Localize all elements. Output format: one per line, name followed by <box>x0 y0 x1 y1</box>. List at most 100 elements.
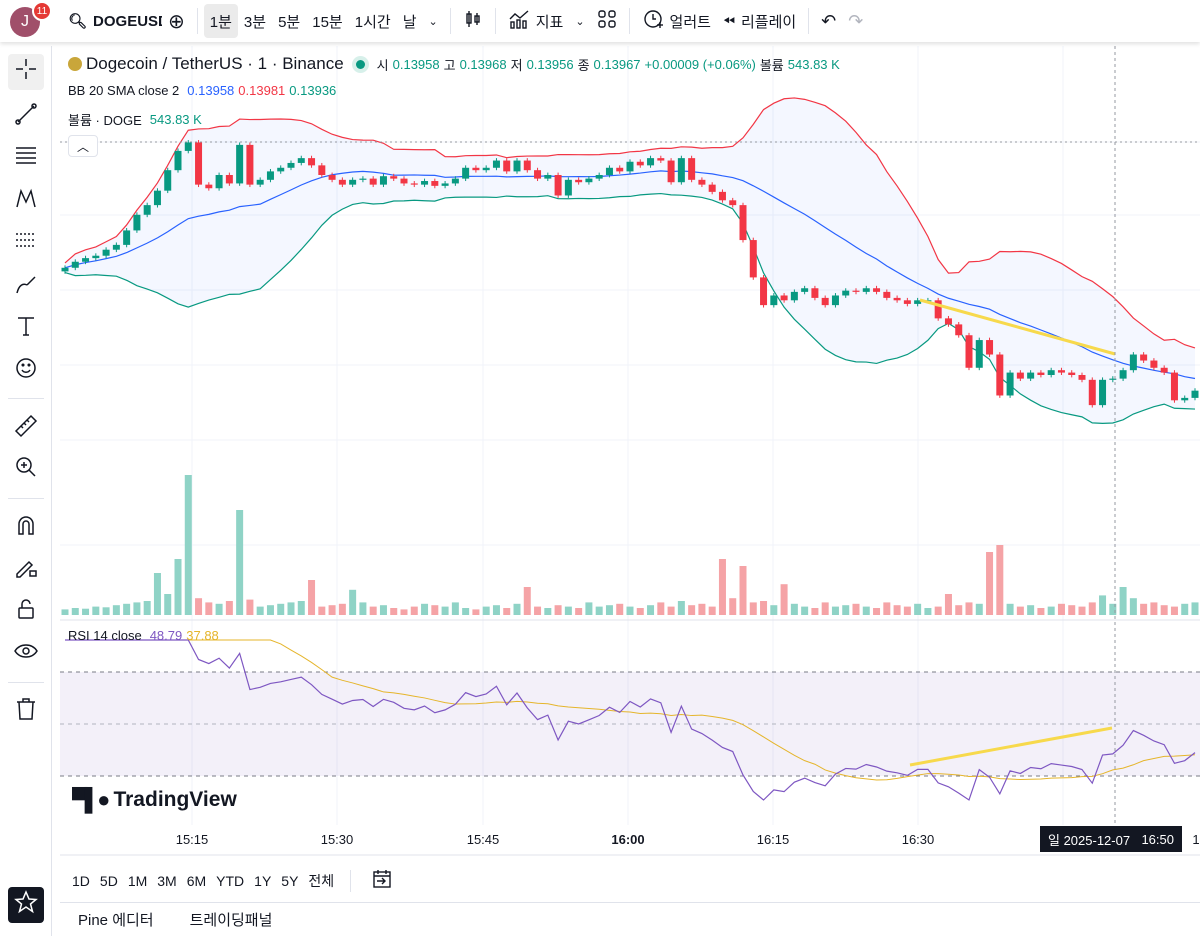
zoom-tool[interactable] <box>8 452 44 488</box>
collapse-legend-button[interactable]: ︿ <box>68 135 98 157</box>
magnet-tool[interactable] <box>8 510 44 546</box>
range-1d[interactable]: 1D <box>72 872 90 889</box>
pattern-icon <box>13 186 39 218</box>
horizontal-lines-icon <box>13 142 39 174</box>
fib-tool[interactable] <box>8 140 44 176</box>
volume-bar <box>349 589 357 615</box>
interval-dropdown[interactable]: ⌄ <box>423 4 444 38</box>
hide-drawings-tool[interactable] <box>8 636 44 672</box>
candle-body <box>1129 354 1137 371</box>
redo-button[interactable]: ↷ <box>842 4 869 38</box>
notification-badge: 11 <box>32 1 52 21</box>
candle-body <box>492 160 500 168</box>
symbol-title[interactable]: Dogecoin / TetherUS · 1 · Binance <box>86 54 344 73</box>
interval-15m[interactable]: 15분 <box>312 13 343 31</box>
volume-bar <box>236 510 244 615</box>
indicators-button[interactable]: 지표 <box>502 4 570 38</box>
trend-line-drawing[interactable] <box>919 298 1116 356</box>
volume-bar <box>513 603 521 615</box>
rsi-trend-line-drawing[interactable] <box>909 726 1113 767</box>
candle-body <box>996 354 1004 396</box>
tab-trading-panel[interactable]: 트레이딩패널 <box>189 912 273 929</box>
candle-body <box>503 160 511 172</box>
measure-tool[interactable] <box>8 411 44 447</box>
symbol-search-button[interactable]: 🔍︎ DOGEUSD <box>68 12 162 31</box>
range-3m[interactable]: 3M <box>157 872 177 889</box>
forecast-tool[interactable] <box>8 225 44 261</box>
candle-body <box>1181 397 1189 401</box>
interval-1m[interactable]: 1분 <box>203 4 238 38</box>
candle-body <box>595 175 603 179</box>
pencil-lock-icon <box>13 554 39 586</box>
candle-body <box>903 300 911 304</box>
range-6m[interactable]: 6M <box>186 872 207 889</box>
interval-day[interactable]: 날 <box>402 13 417 31</box>
candle-body <box>564 179 572 196</box>
brush-tool[interactable] <box>8 270 44 306</box>
crosshair-tool[interactable] <box>8 54 44 90</box>
volume-bar <box>503 608 511 615</box>
chart-type-button[interactable] <box>457 4 489 38</box>
forecast-icon <box>13 227 39 259</box>
tab-pine-editor[interactable]: Pine 에디터 <box>78 912 154 929</box>
range-all[interactable]: 전체 <box>308 872 335 889</box>
favorites-button[interactable] <box>8 887 44 923</box>
open-value: 0.13958 <box>392 56 440 72</box>
alert-button[interactable]: 얼러트 <box>636 4 717 38</box>
volume-legend[interactable]: 볼륨 · DOGE 543.83 K <box>68 112 202 128</box>
range-5d[interactable]: 5D <box>99 872 118 889</box>
interval-1h[interactable]: 1시간 <box>354 13 391 31</box>
chevron-down-icon: ⌄ <box>428 15 438 28</box>
candle-body <box>1006 372 1014 396</box>
candle-body <box>811 288 819 298</box>
goto-date-button[interactable] <box>363 864 401 897</box>
volume-bar <box>903 606 911 615</box>
volume-bar <box>390 608 398 615</box>
range-1y[interactable]: 1Y <box>254 872 272 889</box>
candle-body <box>71 261 79 268</box>
trend-line-tool[interactable] <box>8 99 44 135</box>
candle-body <box>61 267 69 272</box>
range-5y[interactable]: 5Y <box>281 872 299 889</box>
bb-legend[interactable]: BB 20 SMA close 2 0.13958 0.13981 0.1393… <box>68 83 337 98</box>
emoji-tool[interactable] <box>8 353 44 389</box>
interval-5m[interactable]: 5분 <box>278 13 301 31</box>
pattern-tool[interactable] <box>8 184 44 220</box>
candle-body <box>647 158 655 166</box>
volume-bar <box>677 601 685 615</box>
range-ytd[interactable]: YTD <box>216 872 245 889</box>
candle-body <box>153 190 161 206</box>
bollinger-bands <box>64 97 1196 424</box>
candle-body <box>359 178 367 180</box>
rsi-legend[interactable]: RSI 14 close 48.79 37.88 <box>68 628 219 643</box>
volume-bar <box>184 475 192 615</box>
undo-button[interactable]: ↶ <box>815 4 842 38</box>
unlock-icon <box>13 596 39 628</box>
interval-3m[interactable]: 3분 <box>243 13 267 31</box>
volume-bar <box>174 559 182 615</box>
crosshair-icon <box>13 56 39 88</box>
candles <box>61 140 1199 408</box>
candle-body <box>133 214 141 231</box>
tradingview-logo[interactable]: ▀▌● TradingView <box>72 787 237 812</box>
layout-button[interactable] <box>591 4 623 38</box>
volume-bar <box>421 603 429 615</box>
range-1m[interactable]: 1M <box>127 872 148 889</box>
indicators-dropdown[interactable]: ⌄ <box>569 4 590 38</box>
text-tool[interactable] <box>8 311 44 347</box>
candle-body <box>472 167 480 171</box>
zoom-in-icon <box>13 454 39 486</box>
lock-drawing-tool[interactable] <box>8 552 44 588</box>
candle-body <box>431 181 439 186</box>
delete-drawings-tool[interactable] <box>8 694 44 730</box>
candle-body <box>718 191 726 201</box>
add-symbol-button[interactable]: ⊕ <box>162 4 191 38</box>
candle-body <box>1109 378 1117 380</box>
candle-body <box>421 181 429 185</box>
lock-all-tool[interactable] <box>8 594 44 630</box>
volume-bar <box>1119 587 1127 615</box>
replay-button[interactable]: ⏪︎ 리플레이 <box>722 12 797 31</box>
tv-logo-icon: ▀▌● <box>72 787 111 812</box>
volume-bar <box>1027 605 1035 615</box>
